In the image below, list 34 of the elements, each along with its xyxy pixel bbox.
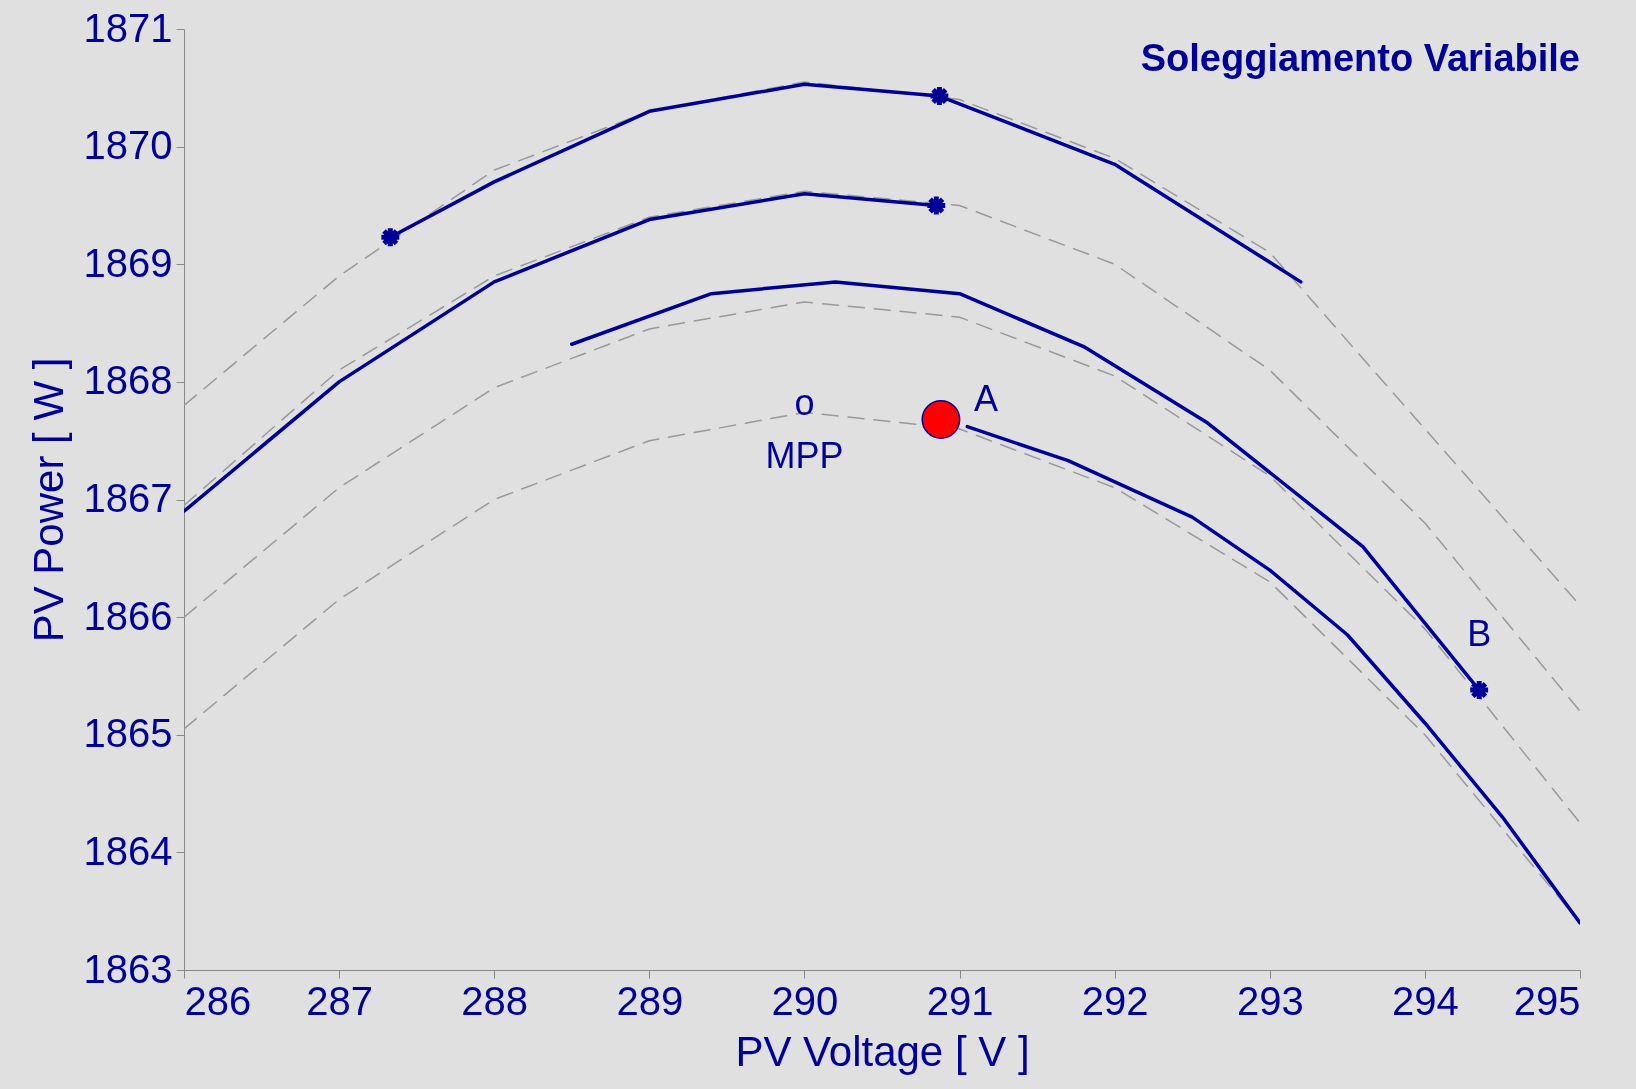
y-tick-label: 1863: [83, 946, 173, 991]
line-series: [184, 301, 1580, 824]
y-tick-label: 1866: [83, 593, 173, 638]
x-tick-label: 290: [771, 978, 839, 1023]
point: [924, 193, 948, 217]
point: [921, 400, 961, 439]
y-tick-label: 1869: [83, 240, 173, 285]
x-axis-title: PV Voltage [ V ]: [735, 1027, 1030, 1075]
annotation: o: [794, 382, 815, 424]
y-tick-label: 1868: [83, 358, 173, 403]
x-tick-label: 287: [306, 978, 373, 1023]
annotation: MPP: [765, 435, 844, 477]
y-tick-label: 1865: [83, 711, 173, 756]
y-tick-label: 1871: [83, 5, 173, 50]
x-tick-label: 293: [1236, 978, 1304, 1023]
x-tick-label: 289: [616, 978, 684, 1023]
y-axis-title: PV Power [ W ]: [24, 357, 72, 643]
line-series: [184, 190, 1580, 712]
x-tick-label: 286: [184, 978, 252, 1023]
x-tick-label: 288: [461, 978, 529, 1023]
x-tick-label: 291: [926, 978, 994, 1023]
annotation: B: [1467, 613, 1492, 655]
x-tick-label: 294: [1392, 978, 1459, 1023]
chart-title: Soleggiamento Variabile: [1140, 37, 1580, 79]
point: [927, 84, 951, 108]
annotation: A: [973, 377, 998, 419]
x-tick-label: 292: [1081, 978, 1149, 1023]
y-tick-label: 1867: [83, 476, 173, 520]
y-tick-label: 1870: [83, 123, 173, 168]
line-series: [965, 424, 1580, 925]
x-tick-label: 295: [1513, 978, 1581, 1023]
point: [1467, 678, 1491, 702]
y-tick-label: 1864: [83, 828, 173, 873]
point: [378, 225, 402, 249]
